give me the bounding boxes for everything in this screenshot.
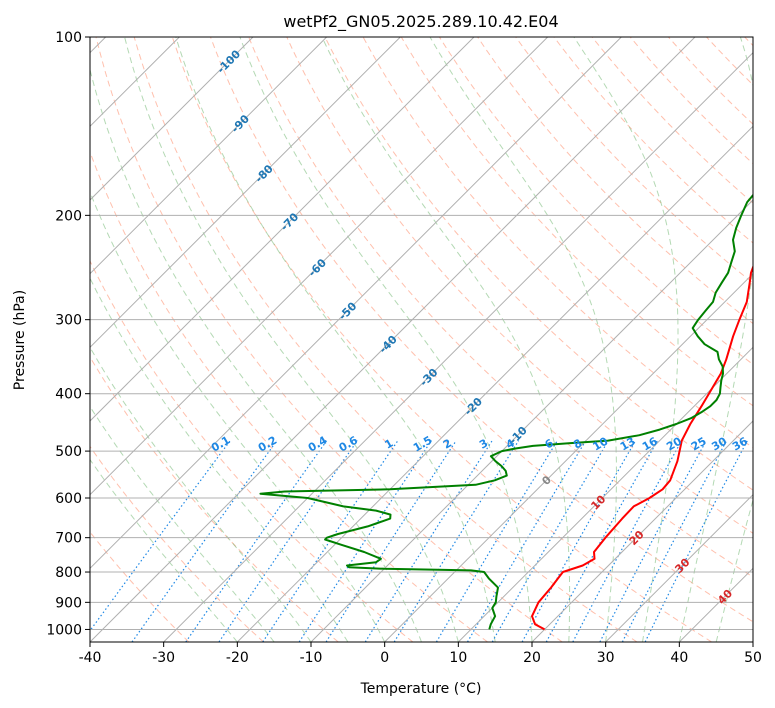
isotherm bbox=[90, 37, 622, 570]
y-tick-label: 500 bbox=[55, 444, 82, 460]
y-tick-label: 300 bbox=[55, 313, 82, 329]
y-axis-label: Pressure (hPa) bbox=[12, 290, 28, 390]
isotherm bbox=[384, 272, 753, 642]
mixing-ratio-line bbox=[298, 440, 432, 642]
dry-adiabat bbox=[324, 37, 753, 491]
x-tick-label: -40 bbox=[79, 650, 102, 666]
x-tick-label: 50 bbox=[744, 650, 762, 666]
plot-area: 0.1 0.2 0.4 0.6 1 1.5 2 3 4 6 8 10 13 16 20 25 30 36-100-… bbox=[90, 37, 753, 642]
moist-adiabat bbox=[429, 37, 617, 642]
moist-adiabat bbox=[678, 37, 753, 642]
x-tick-label: -30 bbox=[152, 650, 175, 666]
isotherms bbox=[90, 37, 753, 642]
x-tick-label: 20 bbox=[523, 650, 541, 666]
dry-adiabat bbox=[90, 259, 414, 642]
moist-adiabat bbox=[90, 67, 422, 642]
y-tick-label: 600 bbox=[55, 491, 82, 507]
mixing-ratio-line bbox=[131, 440, 278, 642]
dry-adiabat bbox=[286, 37, 753, 534]
moist-adiabat bbox=[573, 37, 679, 642]
x-tick-label: 30 bbox=[597, 650, 615, 666]
moist-adiabat bbox=[239, 37, 533, 642]
isotherm bbox=[531, 420, 753, 642]
dry-adiabat bbox=[171, 37, 712, 642]
dry-adiabat bbox=[90, 356, 339, 642]
y-tick-label: 100 bbox=[55, 30, 82, 46]
isotherm bbox=[90, 37, 328, 275]
pressure-gridlines bbox=[90, 37, 753, 630]
x-axis-label: Temperature (°C) bbox=[360, 681, 482, 697]
mixing-ratio-line bbox=[435, 440, 558, 642]
mixing-ratio-line bbox=[491, 440, 609, 642]
y-tick-label: 900 bbox=[55, 595, 82, 611]
y-tick-label: 200 bbox=[55, 208, 82, 224]
mixing-ratio-line bbox=[90, 440, 231, 632]
isotherm bbox=[163, 51, 753, 642]
y-tick-label: 400 bbox=[55, 387, 82, 403]
dry-adiabat bbox=[95, 37, 563, 642]
dry-adiabat bbox=[210, 37, 753, 623]
mixing-ratio-line bbox=[364, 440, 493, 642]
moist-adiabat bbox=[321, 37, 571, 642]
moist-adiabat bbox=[90, 405, 275, 642]
isotherm bbox=[90, 37, 475, 422]
chart-title: wetPf2_GN05.2025.289.10.42.E04 bbox=[283, 12, 558, 32]
sounding-series bbox=[259, 193, 753, 631]
x-tick-label: -20 bbox=[226, 650, 249, 666]
moist-adiabat bbox=[90, 190, 386, 642]
mixing-ratio-line bbox=[466, 440, 587, 642]
plot-frame bbox=[89, 36, 754, 643]
moist-adiabat bbox=[90, 277, 349, 642]
dry-adiabat bbox=[248, 37, 753, 578]
isotherm bbox=[90, 37, 696, 642]
moist-adiabat bbox=[90, 458, 238, 642]
mixing-ratio-line bbox=[644, 440, 748, 642]
y-tick-label: 800 bbox=[55, 565, 82, 581]
isotherm bbox=[236, 125, 753, 642]
dry-adiabat bbox=[90, 445, 264, 642]
x-tick-label: 40 bbox=[670, 650, 688, 666]
x-axis: -40 -30 -20 -10 0 10 20 30 40 50 bbox=[79, 642, 762, 666]
isotherm bbox=[90, 37, 401, 349]
isotherm bbox=[310, 199, 753, 642]
isotherm bbox=[90, 37, 549, 496]
mixing-ratio-line bbox=[262, 440, 399, 642]
y-tick-label: 1000 bbox=[46, 622, 82, 638]
mixing-ratio-line bbox=[521, 440, 637, 642]
isotherm bbox=[605, 493, 753, 642]
moist-adiabat bbox=[124, 37, 459, 642]
y-axis: 100 200 300 400 500 600 700 800 900 1000 bbox=[46, 30, 90, 638]
x-tick-label: 10 bbox=[449, 650, 467, 666]
y-tick-label: 700 bbox=[55, 531, 82, 547]
x-tick-label: 0 bbox=[380, 650, 389, 666]
isotherm bbox=[457, 346, 753, 642]
dewpoint-profile bbox=[259, 193, 753, 630]
x-tick-label: -10 bbox=[300, 650, 323, 666]
mixing-ratio-line bbox=[185, 440, 328, 642]
temperature-profile bbox=[531, 264, 753, 631]
moist-adiabat bbox=[715, 498, 753, 642]
isotherm bbox=[90, 37, 254, 201]
mixing-ratio-line bbox=[572, 440, 683, 642]
